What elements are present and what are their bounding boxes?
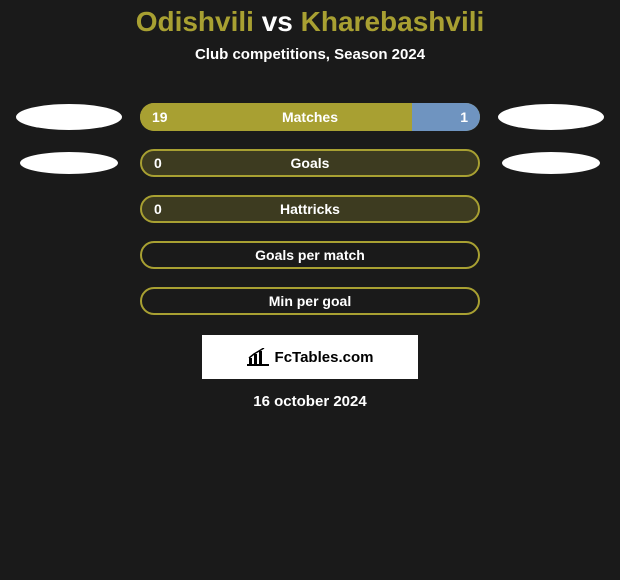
team-badge-right [496,150,606,176]
player-left-name: Odishvili [136,6,254,37]
stat-label: Goals [142,151,478,175]
stat-label: Goals per match [142,243,478,267]
subtitle: Club competitions, Season 2024 [0,46,620,63]
team-badge-right [496,288,606,314]
stat-bar: 191Matches [140,103,480,131]
stat-bar: 0Goals [140,149,480,177]
stat-label: Matches [140,103,480,131]
stat-row: 191Matches [0,103,620,131]
brand-text: FcTables.com [275,349,374,366]
stat-label: Min per goal [142,289,478,313]
stat-label: Hattricks [142,197,478,221]
brand-box: FcTables.com [202,335,418,379]
player-right-name: Kharebashvili [301,6,485,37]
team-badge-left [14,196,124,222]
team-badge-right [496,242,606,268]
stat-row: Min per goal [0,287,620,315]
team-badge-left [14,242,124,268]
team-badge-left [14,288,124,314]
stat-rows: 191Matches 0Goals 0Hattricks Goals per matc… [0,103,620,315]
team-badge-right [496,196,606,222]
page-title: Odishvili vs Kharebashvili [0,6,620,38]
chart-icon [247,348,269,366]
footer-date: 16 october 2024 [0,393,620,410]
stat-bar: Min per goal [140,287,480,315]
team-badge-right [496,104,606,130]
stat-row: 0Hattricks [0,195,620,223]
stat-row: 0Goals [0,149,620,177]
stat-row: Goals per match [0,241,620,269]
title-vs: vs [262,6,293,37]
team-badge-left [14,104,124,130]
stat-bar: 0Hattricks [140,195,480,223]
team-badge-left [14,150,124,176]
comparison-card: Odishvili vs Kharebashvili Club competit… [0,0,620,410]
stat-bar: Goals per match [140,241,480,269]
